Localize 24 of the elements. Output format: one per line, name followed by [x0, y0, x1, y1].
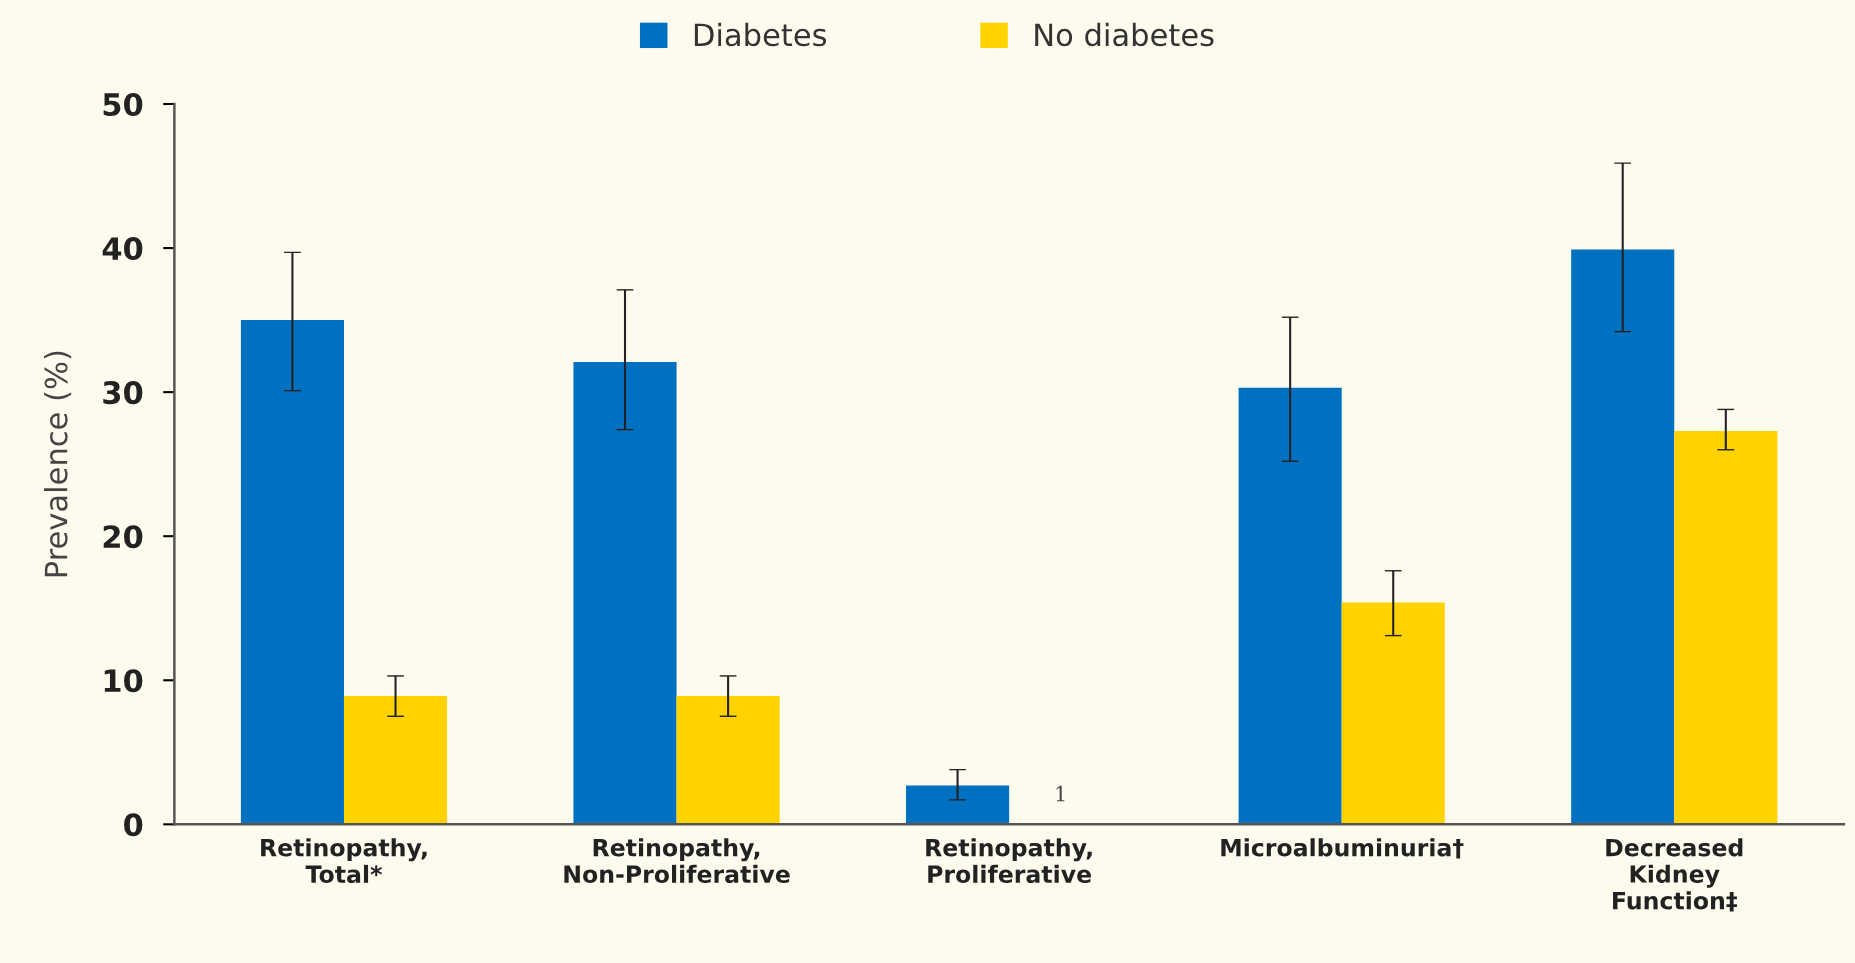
- bar: [343, 696, 448, 825]
- bar: [676, 696, 780, 825]
- y-axis-title: Prevalence (%): [43, 351, 72, 577]
- bar: [906, 785, 1010, 825]
- y-tick-label: 0: [124, 813, 143, 837]
- y-tick-label: 30: [103, 381, 143, 405]
- bar: [1341, 602, 1445, 825]
- annotation: 1: [1056, 785, 1065, 802]
- y-tick-label: 10: [104, 669, 143, 693]
- x-tick-label: Retinopathy, Proliferative: [926, 838, 1092, 884]
- bar: [573, 361, 677, 825]
- y-tick-label: 40: [102, 237, 143, 261]
- bar: [1571, 249, 1675, 825]
- x-tick-label: Microalbuminuria†: [1221, 838, 1464, 859]
- legend-label: No diabetes: [1035, 22, 1214, 47]
- x-tick-label: Decreased Kidney Function‡: [1606, 838, 1743, 912]
- legend-label: Diabetes: [694, 22, 827, 47]
- y-tick-label: 20: [103, 525, 143, 549]
- bar: [240, 320, 344, 825]
- y-tick-label: 50: [103, 92, 143, 117]
- x-tick-label: Retinopathy, Total*: [261, 838, 427, 884]
- bar: [1238, 387, 1342, 825]
- x-tick-label: Retinopathy, Non-Proliferative: [564, 838, 790, 884]
- bar: [1674, 431, 1778, 825]
